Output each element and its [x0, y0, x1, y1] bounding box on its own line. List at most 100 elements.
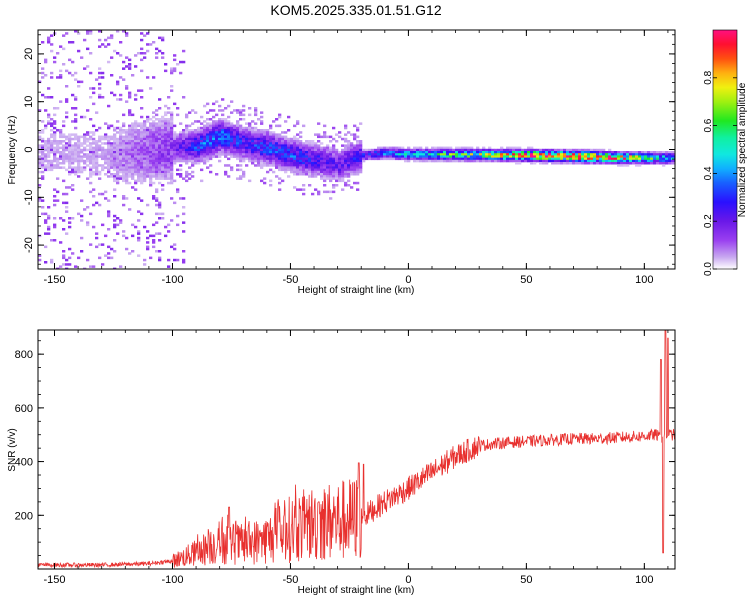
- spectrogram-cell: [632, 155, 636, 158]
- spectrogram-cell: [284, 159, 288, 163]
- spectrogram-cell: [203, 153, 207, 156]
- spectrogram-cell: [239, 109, 243, 112]
- spectrogram-cell: [200, 168, 204, 172]
- spectrogram-cell: [272, 157, 276, 161]
- spectrogram-cell: [248, 151, 252, 154]
- spectrogram-cell: [308, 168, 312, 172]
- spectrogram-cell: [356, 129, 360, 132]
- spectrogram-cell: [161, 212, 165, 216]
- spectrogram-cell: [269, 168, 273, 172]
- spectrogram-cell: [551, 159, 555, 163]
- spectrogram-cell: [263, 133, 267, 136]
- spectrogram-cell: [113, 168, 117, 172]
- spectrogram-cell: [146, 142, 150, 145]
- spectrogram-cell: [158, 118, 162, 121]
- spectrogram-cell: [119, 164, 123, 167]
- spectrogram-cell: [182, 206, 186, 209]
- snr-y-tick-label: 800: [15, 349, 33, 361]
- spectrogram-cell: [275, 133, 279, 136]
- spectrogram-cell: [395, 153, 399, 156]
- spectrogram-cell: [149, 146, 153, 150]
- spectrogram-cell: [293, 151, 297, 154]
- spectrogram-cell: [50, 168, 54, 172]
- spectrogram-cell: [140, 179, 144, 183]
- spectrogram-cell: [230, 148, 234, 152]
- spectrogram-cell: [332, 157, 336, 161]
- spectrogram-cell: [356, 146, 360, 150]
- spectrogram-cell: [146, 175, 150, 178]
- spectrogram-cell: [110, 91, 114, 95]
- spectrogram-cell: [401, 151, 405, 154]
- spectrogram-cell: [275, 148, 279, 152]
- spectrogram-cell: [146, 151, 150, 154]
- spectrogram-cell: [242, 129, 246, 132]
- spectrogram-cell: [128, 166, 132, 169]
- spectrogram-cell: [128, 155, 132, 158]
- spectrogram-cell: [167, 129, 171, 132]
- spectrogram-cell: [536, 159, 540, 163]
- spectrogram-cell: [308, 175, 312, 178]
- spectrogram-cell: [86, 47, 90, 51]
- spectrogram-cell: [644, 155, 648, 158]
- spectrogram-x-tick-label: 50: [520, 274, 532, 286]
- spectrogram-cell: [158, 135, 162, 139]
- spectrogram-cell: [356, 173, 360, 176]
- spectrogram-cell: [344, 166, 348, 169]
- spectrogram-cell: [203, 151, 207, 154]
- spectrogram-cell: [362, 155, 366, 158]
- spectrogram-cell: [98, 155, 102, 158]
- spectrogram-cell: [158, 173, 162, 176]
- spectrogram-cell: [143, 225, 147, 229]
- spectrogram-cell: [335, 166, 339, 169]
- spectrogram-cell: [476, 155, 480, 158]
- spectrogram-cell: [254, 140, 258, 143]
- spectrogram-cell: [221, 148, 225, 152]
- spectrogram-cell: [620, 162, 624, 165]
- spectrogram-cell: [668, 151, 672, 154]
- spectrogram-cell: [113, 151, 117, 154]
- spectrogram-cell: [170, 124, 174, 128]
- spectrogram-cell: [257, 153, 261, 156]
- spectrogram-cell: [239, 126, 243, 130]
- spectrogram-cell: [125, 133, 129, 136]
- spectrogram-cell: [245, 157, 249, 161]
- spectrogram-cell: [230, 153, 234, 156]
- spectrogram-cell: [107, 157, 111, 161]
- spectrogram-cell: [182, 135, 186, 139]
- spectrogram-cell: [344, 173, 348, 176]
- spectrogram-cell: [338, 162, 342, 165]
- spectrogram-cell: [107, 151, 111, 154]
- spectrogram-cell: [152, 164, 156, 167]
- spectrogram-cell: [362, 159, 366, 163]
- spectrogram-cell: [329, 157, 333, 161]
- spectrogram-cell: [200, 140, 204, 143]
- spectrogram-cell: [557, 159, 561, 163]
- spectrogram-cell: [545, 153, 549, 156]
- spectrogram-cell: [314, 166, 318, 169]
- spectrogram-cell: [293, 135, 297, 139]
- spectrogram-cell: [434, 151, 438, 154]
- spectrogram-cell: [308, 153, 312, 156]
- spectrogram-cell: [41, 76, 45, 79]
- spectrogram-cell: [317, 162, 321, 165]
- spectrogram-cell: [323, 162, 327, 165]
- spectrogram-cell: [530, 155, 534, 158]
- spectrogram-cell: [317, 168, 321, 172]
- spectrogram-cell: [50, 96, 54, 99]
- spectrogram-cell: [230, 129, 234, 132]
- spectrogram-cell: [650, 159, 654, 163]
- spectrogram-cell: [122, 170, 126, 174]
- spectrogram-cell: [350, 173, 354, 176]
- spectrogram-cell: [539, 157, 543, 161]
- spectrogram-cell: [215, 140, 219, 143]
- spectrogram-cell: [419, 159, 423, 163]
- spectrogram-cell: [212, 142, 216, 145]
- spectrogram-cell: [65, 155, 69, 158]
- spectrogram-cell: [383, 151, 387, 154]
- spectrogram-cell: [113, 250, 117, 253]
- spectrogram-cell: [89, 243, 93, 246]
- spectrogram-cell: [137, 89, 141, 92]
- spectrogram-cell: [137, 135, 141, 139]
- spectrogram-cell: [122, 230, 126, 233]
